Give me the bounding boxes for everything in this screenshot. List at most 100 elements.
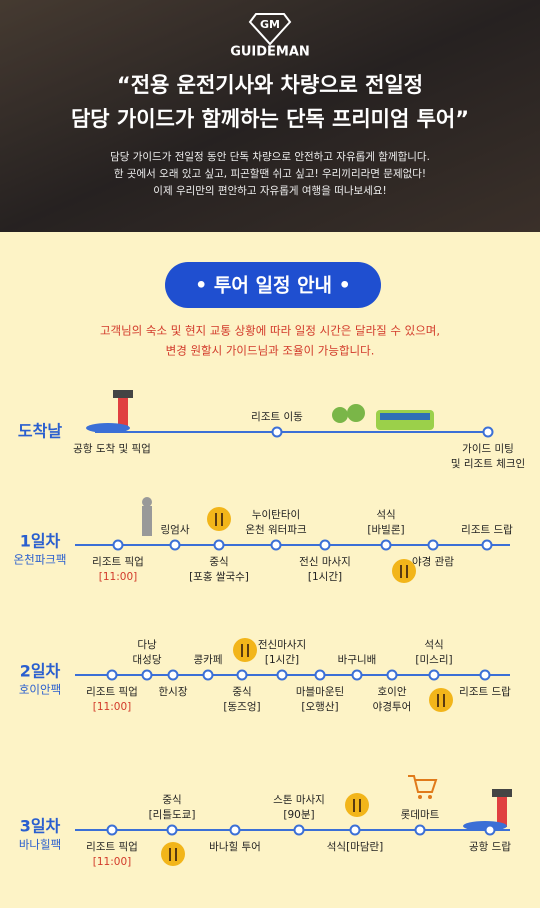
day-label: 2일차 [20,662,61,681]
airport-icon [463,789,512,831]
stop-dot [349,824,361,836]
description-line: 이제 우리만의 편안하고 자유롭게 여행을 떠나보세요! [153,184,386,197]
stop-dot [482,426,494,438]
section-title: • 투어 일정 안내 • [195,275,351,297]
notice-line: 고객님의 숙소 및 현지 교통 상황에 따라 일정 시간은 달라질 수 있으며, [100,324,440,338]
stop-label: 중식 [232,686,251,698]
logo-diamond [248,13,292,46]
stop-label: 마블마운틴 [296,686,344,698]
statue-icon [142,497,152,536]
airport-icon [86,390,133,433]
stop-label: 전신마사지 [258,639,306,651]
stop-dot [271,426,283,438]
stop-dot [166,824,178,836]
cart-icon [408,775,438,799]
stop-label: 바구니배 [338,654,377,666]
day-sublabel: 호이안팩 [19,683,61,697]
food-icon [207,507,231,531]
header-bg [0,0,540,232]
day-sublabel: 온천파크팩 [14,553,67,567]
stop-label: 다낭 [137,639,157,651]
day-label: 1일차 [20,532,61,551]
stop-label: [1시간] [308,571,342,583]
food-icon [233,638,257,662]
stop-dot [141,669,153,681]
stop-label: 중식 [209,556,228,568]
stop-dot [229,824,241,836]
food-icon [161,842,185,866]
stop-dot [106,824,118,836]
description-line: 담당 가이드가 전일정 동안 단독 차량으로 안전하고 자유롭게 함께합니다. [110,150,430,163]
stop-label: 링엄사 [161,524,190,536]
notice-line: 변경 원할시 가이드님과 조율이 가능합니다. [166,344,375,358]
stop-label: 호이안 [378,686,407,698]
stop-label: 야경 관람 [412,555,454,568]
stop-dot [169,539,181,551]
description-line: 한 곳에서 오래 있고 싶고, 피곤할땐 쉬고 싶고! 우리끼리라면 문제없다! [114,167,426,180]
stop-label: 스톤 마사지 [273,794,325,806]
stop-dot [428,669,440,681]
food-icon [392,559,416,583]
stop-dot [386,669,398,681]
stop-label: 석식 [376,509,395,521]
stop-dot [167,669,179,681]
stop-label: 전신 마사지 [299,556,351,568]
stop-label: 가이드 미팅 [462,443,514,455]
stop-label: 리조트 드랍 [461,523,513,536]
stop-time: [11:00] [93,856,131,868]
logo-text: GUIDEMAN [230,45,310,60]
stop-dot [293,824,305,836]
stop-label: [미스리] [415,654,452,666]
stop-label: 공항 도착 및 픽업 [73,442,151,455]
stop-dot [479,669,491,681]
quote-line: 담당 가이드가 함께하는 단독 프리미엄 투어” [71,107,469,131]
stop-dot [106,669,118,681]
body-bg [0,232,540,908]
day-sublabel: 바나힐팩 [19,838,61,852]
stop-dot [112,539,124,551]
stop-label: 리조트 픽업 [86,840,138,853]
stop-time: [11:00] [99,571,137,583]
stop-dot [270,539,282,551]
stop-label: [바빌론] [367,524,404,536]
food-icon [345,793,369,817]
stop-label: 중식 [162,794,181,806]
stop-label: 온천 워터파크 [245,523,307,536]
header-overlay [0,0,540,232]
stop-label: 석식 [424,639,443,651]
stop-dot [236,669,248,681]
stop-dot [319,539,331,551]
stop-label: 리조트 드랍 [459,685,511,698]
day-label: 도착날 [18,422,62,441]
stop-label: [포홍 쌀국수] [189,570,249,583]
stop-label: [동즈엉] [223,701,260,713]
stop-label: 석식[마담란] [327,841,384,853]
stop-dot [314,669,326,681]
stop-dot [484,824,496,836]
stop-dot [202,669,214,681]
food-icon [429,688,453,712]
stop-label: 야경투어 [373,700,412,713]
stop-label: 누이탄타이 [252,509,300,521]
stop-label: [리틀도쿄] [149,809,196,821]
stop-dot [380,539,392,551]
stop-label: [오행산] [301,701,338,713]
stop-dot [276,669,288,681]
trees-bus-icon [332,404,434,430]
stop-dot [414,824,426,836]
stop-label: 한시장 [159,686,188,698]
stop-dot [351,669,363,681]
stop-dot [213,539,225,551]
stop-dot [427,539,439,551]
stop-dot [481,539,493,551]
day-label: 3일차 [20,817,61,836]
logo-mark: GM [260,18,280,31]
stop-label: 리조트 픽업 [92,555,144,568]
stop-label: 바나힐 투어 [209,840,261,853]
stop-label: 대성당 [133,654,162,666]
stop-label: 리조트 이동 [251,411,303,423]
stop-label: 롯데마트 [401,809,440,821]
stop-label: 및 리조트 체크인 [451,458,525,470]
